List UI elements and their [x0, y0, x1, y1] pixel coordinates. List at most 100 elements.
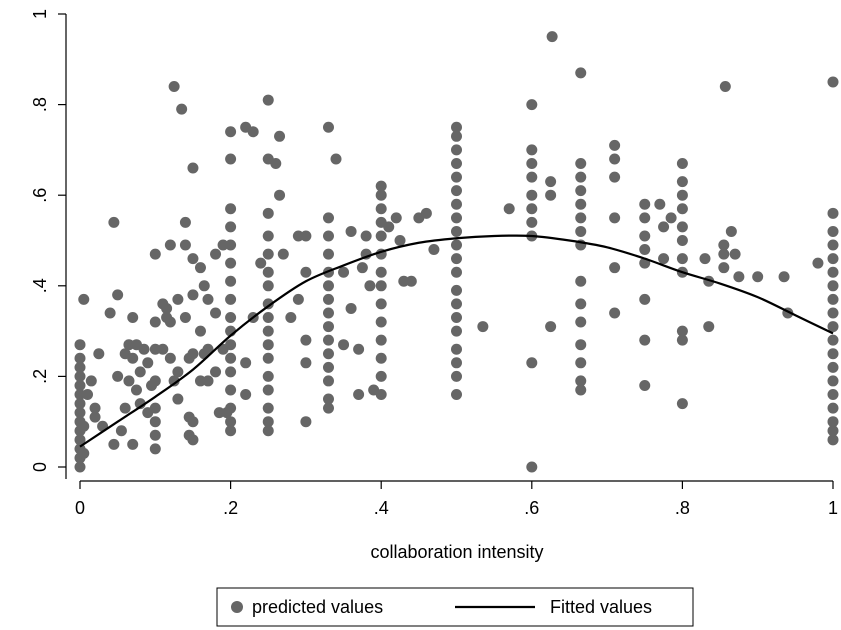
scatter-point — [827, 225, 839, 237]
scatter-point — [123, 339, 135, 351]
scatter-point — [300, 266, 312, 278]
scatter-point — [526, 157, 538, 169]
scatter-point — [676, 325, 688, 337]
scatter-point — [827, 334, 839, 346]
scatter-point — [225, 425, 237, 437]
scatter-point — [322, 293, 334, 305]
scatter-point — [526, 171, 538, 183]
scatter-point — [179, 216, 191, 228]
scatter-point — [375, 203, 387, 215]
scatter-point — [119, 402, 131, 414]
scatter-point — [827, 348, 839, 360]
scatter-point — [827, 402, 839, 414]
scatter-point — [262, 425, 274, 437]
scatter-point — [149, 443, 161, 455]
scatter-point — [262, 352, 274, 364]
scatter-point — [827, 425, 839, 437]
scatter-point — [451, 284, 462, 296]
scatter-point — [82, 389, 94, 401]
scatter-point — [451, 370, 462, 382]
scatter-point — [322, 321, 334, 333]
scatter-point — [827, 434, 839, 446]
scatter-point — [149, 416, 161, 428]
scatter-point — [451, 198, 462, 210]
scatter-point — [451, 225, 462, 237]
scatter-point — [526, 357, 538, 369]
scatter-point — [89, 411, 101, 423]
y-tick-label: .4 — [30, 278, 50, 293]
scatter-point — [277, 248, 289, 260]
scatter-point — [609, 262, 621, 274]
scatter-point — [575, 339, 587, 351]
scatter-point — [451, 212, 462, 224]
scatter-point — [292, 293, 304, 305]
scatter-point — [609, 139, 621, 151]
y-axis: 0 .2 .4 .6 .8 1 — [30, 9, 67, 479]
scatter-point — [198, 280, 210, 292]
scatter-point — [477, 321, 489, 333]
scatter-point — [292, 230, 304, 242]
scatter-point — [827, 239, 839, 251]
scatter-point — [383, 221, 395, 233]
scatter-point — [74, 352, 86, 364]
scatter-point — [575, 157, 587, 169]
scatter-point — [285, 312, 297, 324]
scatter-point — [575, 225, 587, 237]
scatter-point — [225, 312, 237, 324]
scatter-point — [270, 157, 282, 169]
scatter-point — [74, 461, 86, 473]
scatter-point — [665, 212, 677, 224]
scatter-point — [74, 361, 86, 373]
scatter-point — [78, 420, 90, 432]
scatter-point — [225, 153, 237, 165]
x-tick-label: .2 — [223, 498, 238, 518]
scatter-point — [240, 389, 252, 401]
y-tick-label: .6 — [30, 188, 50, 203]
scatter-point — [729, 248, 741, 260]
scatter-point — [575, 275, 587, 287]
scatter-point — [546, 31, 558, 43]
scatter-point — [338, 339, 350, 351]
scatter-point — [451, 144, 462, 156]
scatter-point — [262, 248, 274, 260]
scatter-point — [526, 189, 538, 201]
scatter-point — [225, 402, 237, 414]
scatter-point — [255, 257, 267, 269]
scatter-point — [187, 289, 199, 301]
scatter-point — [225, 221, 237, 233]
scatter-point — [127, 352, 139, 364]
scatter-point — [322, 212, 334, 224]
scatter-point — [752, 271, 764, 283]
scatter-point — [300, 230, 312, 242]
x-tick-label: 1 — [828, 498, 838, 518]
scatter-point — [812, 257, 824, 269]
scatter-point — [503, 203, 515, 215]
scatter-point — [247, 126, 259, 138]
scatter-points — [74, 31, 839, 473]
scatter-point — [718, 248, 730, 260]
scatter-point — [725, 225, 737, 237]
scatter-point — [78, 293, 90, 305]
scatter-point — [451, 157, 462, 169]
scatter-point — [262, 280, 274, 292]
scatter-point — [322, 393, 334, 405]
scatter-point — [827, 307, 839, 319]
scatter-point — [451, 253, 462, 265]
scatter-point — [699, 253, 711, 265]
scatter-point — [575, 357, 587, 369]
scatter-point — [262, 384, 274, 396]
scatter-point — [262, 370, 274, 382]
scatter-point — [210, 248, 222, 260]
scatter-point — [545, 321, 557, 333]
scatter-point — [322, 361, 334, 373]
scatter-point — [676, 203, 688, 215]
scatter-point — [827, 389, 839, 401]
scatter-point — [164, 316, 176, 328]
scatter-point — [262, 230, 274, 242]
scatter-point — [575, 171, 587, 183]
scatter-point — [676, 221, 688, 233]
scatter-point — [127, 438, 139, 450]
scatter-point — [526, 216, 538, 228]
legend-marker-predicted — [231, 601, 243, 613]
scatter-point — [187, 434, 199, 446]
